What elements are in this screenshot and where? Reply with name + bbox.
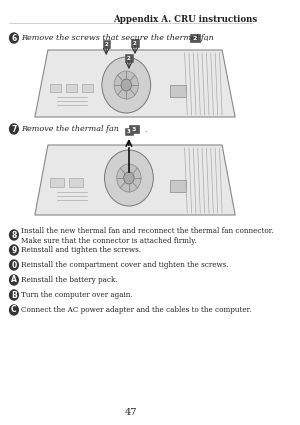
Text: 9: 9 bbox=[11, 246, 16, 255]
Text: 2: 2 bbox=[193, 36, 197, 40]
Circle shape bbox=[102, 57, 151, 113]
Text: 47: 47 bbox=[124, 408, 137, 417]
Text: .: . bbox=[145, 125, 147, 133]
Text: Reinstall the battery pack.: Reinstall the battery pack. bbox=[21, 276, 118, 284]
FancyBboxPatch shape bbox=[125, 128, 133, 135]
Circle shape bbox=[121, 79, 131, 91]
Text: Remove the screws that secure the thermal fan: Remove the screws that secure the therma… bbox=[21, 34, 214, 42]
Polygon shape bbox=[35, 50, 235, 117]
Circle shape bbox=[10, 33, 18, 43]
Text: C: C bbox=[11, 306, 17, 314]
Circle shape bbox=[10, 230, 18, 240]
Polygon shape bbox=[35, 145, 235, 215]
FancyBboxPatch shape bbox=[169, 180, 186, 192]
FancyBboxPatch shape bbox=[50, 84, 61, 92]
Circle shape bbox=[10, 124, 18, 134]
Circle shape bbox=[117, 164, 141, 192]
Circle shape bbox=[10, 260, 18, 270]
Circle shape bbox=[10, 275, 18, 285]
FancyBboxPatch shape bbox=[82, 84, 93, 92]
FancyBboxPatch shape bbox=[131, 39, 139, 47]
Circle shape bbox=[10, 290, 18, 300]
Circle shape bbox=[124, 172, 134, 184]
Text: 2: 2 bbox=[127, 56, 131, 60]
Circle shape bbox=[104, 150, 153, 206]
Text: 2: 2 bbox=[104, 42, 108, 46]
FancyBboxPatch shape bbox=[129, 125, 139, 133]
Text: 8: 8 bbox=[11, 230, 16, 240]
Text: 3: 3 bbox=[132, 127, 136, 131]
FancyBboxPatch shape bbox=[50, 178, 64, 187]
FancyBboxPatch shape bbox=[169, 85, 186, 97]
Circle shape bbox=[10, 305, 18, 315]
Text: .: . bbox=[206, 34, 208, 43]
Text: Remove the thermal fan: Remove the thermal fan bbox=[21, 125, 119, 133]
Text: Install the new thermal fan and reconnect the thermal fan connector.: Install the new thermal fan and reconnec… bbox=[21, 227, 274, 235]
Text: 2: 2 bbox=[133, 40, 137, 45]
FancyBboxPatch shape bbox=[190, 34, 200, 42]
Text: Reinstall and tighten the screws.: Reinstall and tighten the screws. bbox=[21, 246, 141, 254]
Circle shape bbox=[10, 245, 18, 255]
Circle shape bbox=[114, 71, 139, 99]
FancyBboxPatch shape bbox=[69, 178, 83, 187]
Text: 3: 3 bbox=[127, 129, 131, 134]
Text: 0: 0 bbox=[11, 261, 16, 269]
Text: Turn the computer over again.: Turn the computer over again. bbox=[21, 291, 133, 299]
Text: B: B bbox=[11, 291, 17, 300]
FancyBboxPatch shape bbox=[66, 84, 77, 92]
Text: A: A bbox=[11, 275, 17, 284]
Text: Make sure that the connector is attached firmly.: Make sure that the connector is attached… bbox=[21, 237, 196, 245]
Text: Appendix A. CRU instructions: Appendix A. CRU instructions bbox=[113, 15, 257, 24]
FancyBboxPatch shape bbox=[125, 54, 133, 62]
FancyBboxPatch shape bbox=[103, 40, 110, 48]
Text: 6: 6 bbox=[11, 34, 16, 43]
Text: 7: 7 bbox=[11, 125, 16, 133]
Text: Connect the AC power adapter and the cables to the computer.: Connect the AC power adapter and the cab… bbox=[21, 306, 251, 314]
Text: Reinstall the compartment cover and tighten the screws.: Reinstall the compartment cover and tigh… bbox=[21, 261, 229, 269]
